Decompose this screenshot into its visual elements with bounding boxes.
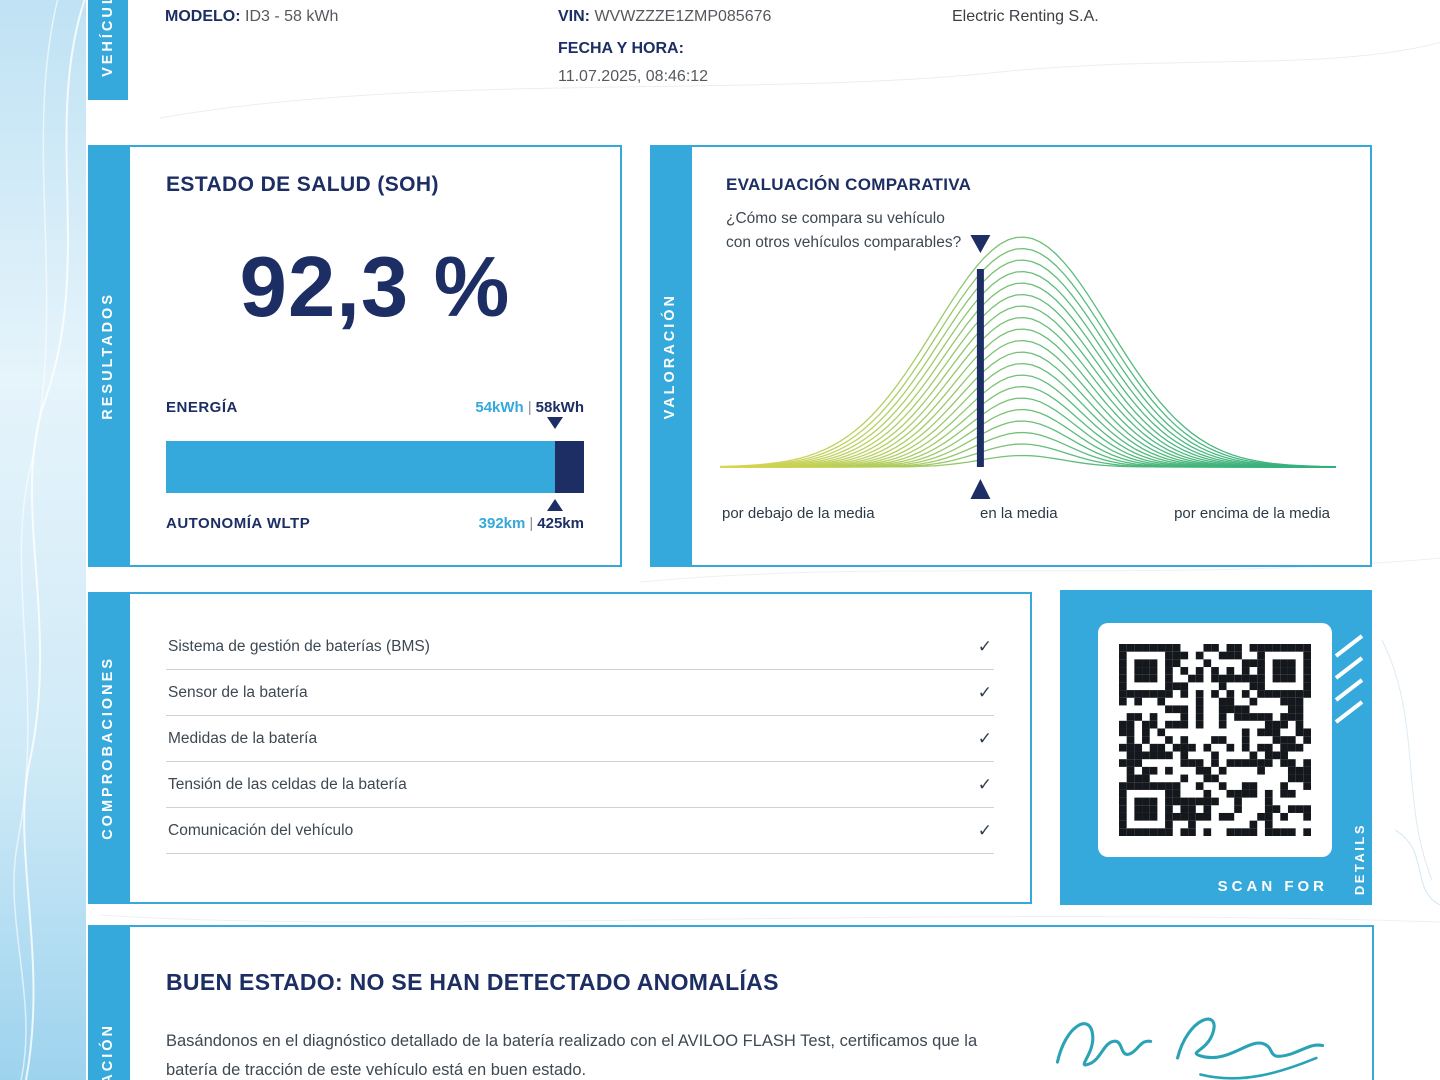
autonomia-total: 425km [537,515,584,532]
soh-title: ESTADO DE SALUD (SOH) [166,173,439,196]
check-row: Medidas de la batería ✓ [166,716,994,762]
vin-value: WVWZZZE1ZMP085676 [594,8,772,25]
check-row: Sistema de gestión de baterías (BMS) ✓ [166,624,994,670]
checkmark-icon: ✓ [977,683,992,702]
check-list: Sistema de gestión de baterías (BMS) ✓ S… [166,624,994,854]
vin-label: VIN: [558,8,590,25]
energia-label: ENERGÍA [166,399,238,416]
comparativa-question: ¿Cómo se compara su vehículo con otros v… [726,210,962,252]
check-row: Tensión de las celdas de la batería ✓ [166,762,994,808]
distribution-chart [719,207,1340,507]
energia-separator: | [527,399,532,416]
checkmark-icon: ✓ [977,821,992,840]
checkmark-icon: ✓ [977,775,992,794]
autonomia-values: 392km | 425km [479,515,584,533]
company-name: Electric Renting S.A. [952,8,1099,25]
energia-total: 58kWh [535,399,584,416]
autonomia-separator: | [529,515,534,532]
distribution-axis: por debajo de la media en la media por e… [722,505,1340,527]
axis-label-below-average: por debajo de la media [722,505,875,522]
section-label-comprobaciones: COMPROBACIONES [88,592,128,904]
comparativa-title: EVALUACIÓN COMPARATIVA [726,175,972,194]
section-label-resultados-text: RESULTADOS [100,292,116,420]
energy-marker-up-icon [547,499,564,511]
fecha-label: FECHA Y HORA: [558,40,684,57]
qr-tile [1098,623,1332,857]
checkmark-icon: ✓ [977,729,992,748]
verdict-body: Basándonos en el diagnóstico detallado d… [166,1032,978,1079]
hatch-decoration-icon [1334,634,1364,724]
energia-values: 54kWh | 58kWh [475,399,584,417]
check-row: Sensor de la batería ✓ [166,670,994,716]
section-label-vehiculo-text: VEHÍCULO [100,0,116,77]
section-label-vehiculo: VEHÍCULO [88,0,128,100]
check-item-label: Tensión de las celdas de la batería [168,776,407,793]
details-label: DETAILS [1352,822,1367,895]
modelo-label: MODELO: [165,8,241,25]
section-label-evaluacion-text: EVALUACIÓN [100,1023,116,1080]
modelo-value: ID3 - 58 kWh [245,8,339,25]
axis-label-average: en la media [980,505,1058,522]
check-row: Comunicación del vehículo ✓ [166,808,994,854]
signature [1055,1017,1325,1080]
section-label-valoracion-text: VALORACIÓN [662,292,678,420]
check-item-label: Sistema de gestión de baterías (BMS) [168,638,430,655]
qr-code-svg [1119,644,1311,836]
vin-row: VIN: WVWZZZE1ZMP085676 [558,8,771,26]
energy-bar-remainder [555,441,584,493]
results-panel: ESTADO DE SALUD (SOH) 92,3 % ENERGÍA 54k… [128,145,622,567]
autonomia-current: 392km [478,515,526,532]
energy-bar [166,441,584,493]
check-item-label: Sensor de la batería [168,684,308,701]
qr-panel: SCAN FOR DETAILS [1060,590,1372,905]
section-label-comprobaciones-text: COMPROBACIONES [100,656,116,840]
section-label-resultados: RESULTADOS [88,145,128,567]
fecha-value-row: 11.07.2025, 08:46:12 [558,68,708,86]
fecha-value: 11.07.2025, 08:46:12 [558,68,709,85]
check-item-label: Medidas de la batería [168,730,318,747]
scan-for-label: SCAN FOR [1217,878,1328,895]
distribution-svg [719,235,1337,499]
autonomia-row: AUTONOMÍA WLTP 392km | 425km [166,515,584,533]
energy-marker-down-icon [547,417,564,429]
energia-row: ENERGÍA 54kWh | 58kWh [166,399,584,417]
soh-value: 92,3 % [239,240,511,335]
energia-current: 54kWh [475,399,524,416]
check-item-label: Comunicación del vehículo [168,822,354,839]
fecha-label-row: FECHA Y HORA: [558,40,684,58]
checks-panel: Sistema de gestión de baterías (BMS) ✓ S… [128,592,1032,904]
axis-label-above-average: por encima de la media [1174,505,1330,522]
evaluacion-panel: BUEN ESTADO: NO SE HAN DETECTADO ANOMALÍ… [128,925,1374,1080]
checkmark-icon: ✓ [977,637,992,656]
autonomia-label: AUTONOMÍA WLTP [166,515,311,532]
modelo-row: MODELO: ID3 - 58 kWh [165,8,338,26]
section-label-valoracion: VALORACIÓN [650,145,690,567]
valoracion-panel: EVALUACIÓN COMPARATIVA ¿Cómo se compara … [690,145,1372,567]
section-label-evaluacion: EVALUACIÓN [88,925,128,1080]
verdict-title: BUEN ESTADO: NO SE HAN DETECTADO ANOMALÍ… [166,969,779,995]
